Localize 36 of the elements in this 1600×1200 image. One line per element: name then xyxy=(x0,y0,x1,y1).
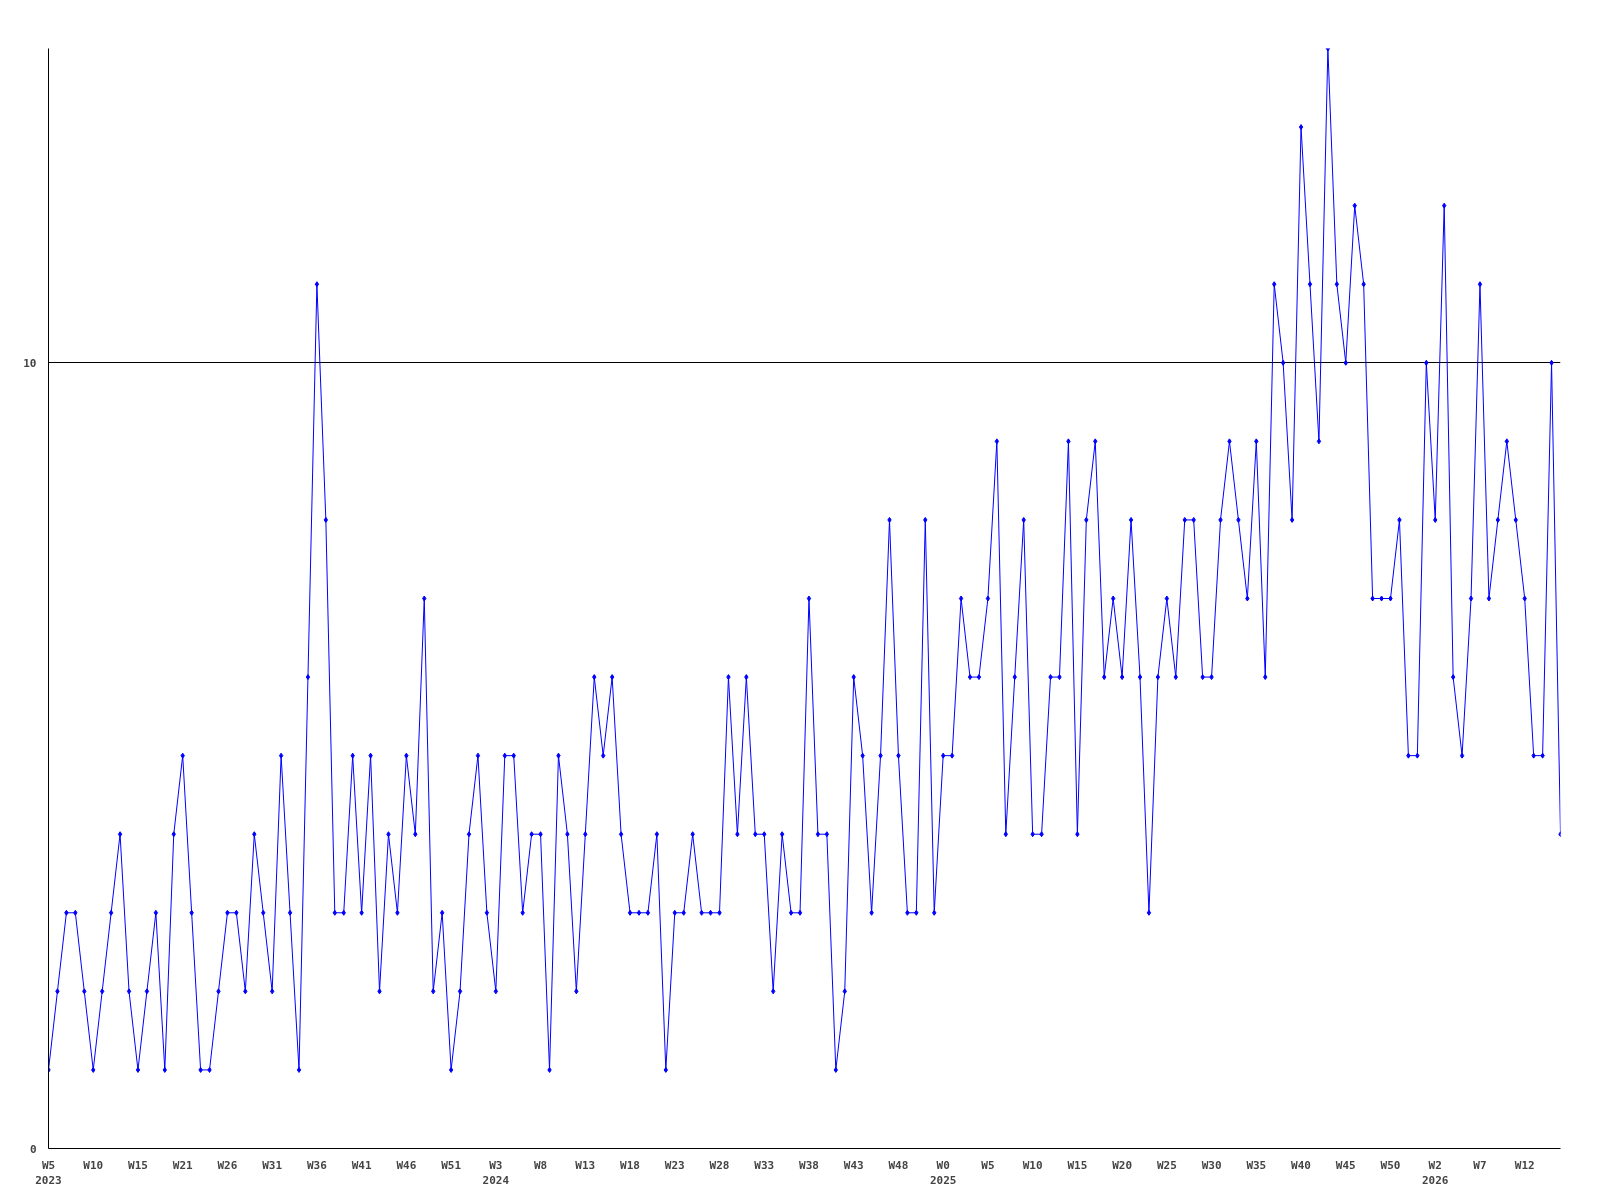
x-tick-label: W45 xyxy=(1335,1158,1356,1172)
x-tick-label: W7 xyxy=(1473,1158,1487,1172)
x-tick-label: W35 xyxy=(1246,1158,1267,1172)
x-tick-label: W3 2024 xyxy=(482,1158,510,1188)
x-tick-label: W25 xyxy=(1156,1158,1177,1172)
x-tick-label: W36 xyxy=(306,1158,328,1172)
x-tick-label: W41 xyxy=(351,1158,372,1172)
x-tick-label: W5 2023 xyxy=(35,1158,62,1188)
x-tick-label: W21 xyxy=(172,1158,194,1172)
x-tick-label: W48 xyxy=(888,1158,909,1172)
x-tick-label: W0 2025 xyxy=(929,1158,957,1188)
x-tick-label: W40 xyxy=(1291,1158,1311,1172)
x-tick-label: W20 xyxy=(1112,1158,1133,1172)
x-tick-label: W15 xyxy=(1067,1158,1088,1172)
x-tick-label: W30 xyxy=(1201,1158,1222,1172)
x-tick-label: W8 xyxy=(533,1158,548,1172)
x-tick-label: W50 xyxy=(1380,1158,1401,1172)
x-tick-label: W38 xyxy=(799,1158,819,1172)
x-tick-label: W43 xyxy=(843,1158,864,1172)
x-tick-label: W5 xyxy=(981,1158,995,1172)
x-tick-label: W2 2026 xyxy=(1422,1158,1449,1188)
x-tick-label: W46 xyxy=(396,1158,417,1172)
x-tick-label: W10 xyxy=(83,1158,104,1172)
x-tick-label: W26 xyxy=(217,1158,238,1172)
x-tick-label: W18 xyxy=(620,1158,640,1172)
x-tick-label: W15 xyxy=(128,1158,148,1172)
x-tick-label: W13 xyxy=(575,1158,596,1172)
x-tick-label: W33 xyxy=(754,1158,775,1172)
x-tick-label: W23 xyxy=(664,1158,685,1172)
x-tick-label: W51 xyxy=(441,1158,462,1172)
y-tick-label: 0 xyxy=(29,1142,37,1156)
x-tick-label: W28 xyxy=(709,1158,730,1172)
x-tick-label: W10 xyxy=(1022,1158,1043,1172)
x-tick-label: W12 xyxy=(1514,1158,1535,1172)
x-tick-label: W31 xyxy=(262,1158,283,1172)
y-tick-label: 10 xyxy=(23,356,37,370)
